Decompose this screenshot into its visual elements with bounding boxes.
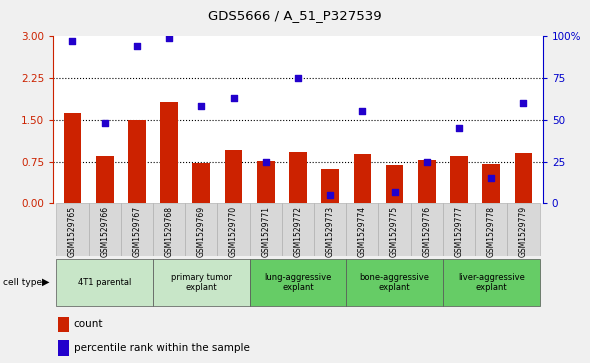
Bar [64, 113, 81, 203]
Point [293, 75, 303, 81]
Bar [153, 203, 185, 256]
Bar [56, 259, 153, 306]
Bar [450, 156, 468, 203]
Point [390, 189, 399, 195]
Bar [250, 203, 282, 256]
Text: GSM1529766: GSM1529766 [100, 206, 109, 257]
Bar [96, 156, 113, 203]
Point [261, 159, 270, 164]
Point [165, 35, 174, 41]
Point [454, 125, 464, 131]
Bar [121, 203, 153, 256]
Text: primary tumor
explant: primary tumor explant [171, 273, 232, 292]
Text: GSM1529775: GSM1529775 [390, 206, 399, 257]
Bar [217, 203, 250, 256]
Bar [257, 161, 274, 203]
Point [100, 120, 109, 126]
Text: GSM1529772: GSM1529772 [293, 206, 303, 257]
Bar [58, 340, 69, 356]
Text: ▶: ▶ [41, 277, 49, 287]
Point [358, 109, 367, 114]
Text: GSM1529765: GSM1529765 [68, 206, 77, 257]
Bar [185, 203, 217, 256]
Bar [418, 160, 435, 203]
Text: cell type: cell type [3, 278, 42, 287]
Point [487, 175, 496, 181]
Bar [314, 203, 346, 256]
Bar [475, 203, 507, 256]
Point [422, 159, 431, 164]
Text: GSM1529777: GSM1529777 [454, 206, 464, 257]
Bar [56, 203, 88, 256]
Bar [250, 259, 346, 306]
Text: GSM1529773: GSM1529773 [326, 206, 335, 257]
Bar [289, 152, 307, 203]
Bar [128, 120, 146, 203]
Point [132, 44, 142, 49]
Bar [507, 203, 540, 256]
Point [519, 100, 528, 106]
Bar [58, 317, 69, 332]
Text: GSM1529769: GSM1529769 [197, 206, 206, 257]
Bar [192, 163, 210, 203]
Point [326, 192, 335, 198]
Bar [411, 203, 443, 256]
Bar [346, 203, 379, 256]
Text: GSM1529771: GSM1529771 [261, 206, 270, 257]
Bar [379, 203, 411, 256]
Bar [282, 203, 314, 256]
Text: bone-aggressive
explant: bone-aggressive explant [359, 273, 430, 292]
Text: lung-aggressive
explant: lung-aggressive explant [264, 273, 332, 292]
Bar [386, 166, 404, 203]
Bar [322, 169, 339, 203]
Text: GSM1529767: GSM1529767 [132, 206, 142, 257]
Bar [153, 259, 250, 306]
Point [196, 103, 206, 109]
Text: GSM1529776: GSM1529776 [422, 206, 431, 257]
Bar [353, 154, 371, 203]
Text: GSM1529774: GSM1529774 [358, 206, 367, 257]
Text: count: count [74, 319, 103, 330]
Text: liver-aggressive
explant: liver-aggressive explant [458, 273, 525, 292]
Point [229, 95, 238, 101]
Point [68, 38, 77, 44]
Text: GDS5666 / A_51_P327539: GDS5666 / A_51_P327539 [208, 9, 382, 22]
Bar [88, 203, 121, 256]
Text: 4T1 parental: 4T1 parental [78, 278, 132, 287]
Bar [160, 102, 178, 203]
Text: GSM1529779: GSM1529779 [519, 206, 528, 257]
Bar [346, 259, 443, 306]
Bar [443, 259, 540, 306]
Bar [225, 150, 242, 203]
Text: GSM1529778: GSM1529778 [487, 206, 496, 257]
Bar [514, 153, 532, 203]
Text: percentile rank within the sample: percentile rank within the sample [74, 343, 250, 353]
Text: GSM1529768: GSM1529768 [165, 206, 173, 257]
Bar [443, 203, 475, 256]
Text: GSM1529770: GSM1529770 [229, 206, 238, 257]
Bar [483, 164, 500, 203]
